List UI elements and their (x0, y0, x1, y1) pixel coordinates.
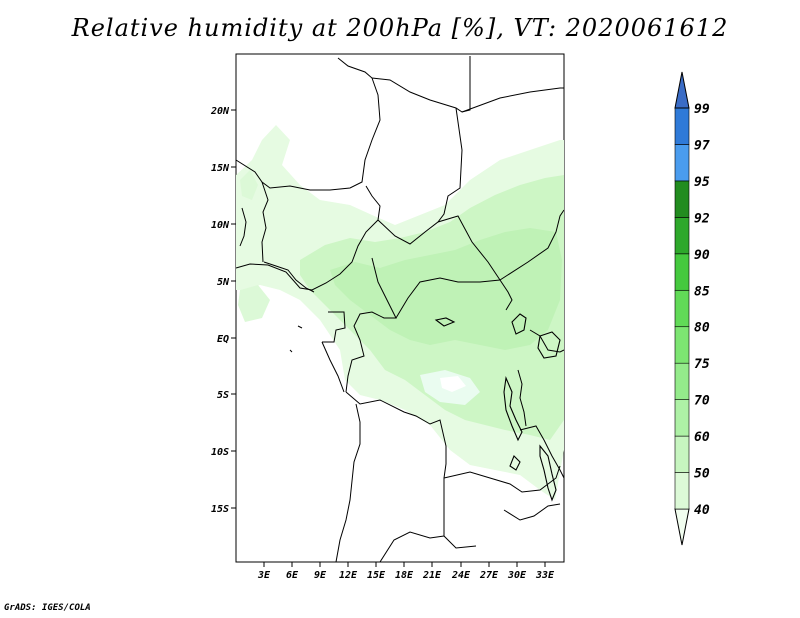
colorbar-swatch (674, 180, 690, 218)
lon-label-3e: 3E (257, 570, 271, 581)
lon-label-33e: 33E (535, 570, 555, 581)
lon-label-9e: 9E (314, 570, 327, 581)
lon-label-24e: 24E (451, 570, 471, 581)
country-borders (235, 56, 565, 563)
colorbar-label: 60 (694, 430, 710, 445)
colorbar-swatch (674, 144, 690, 182)
colorbar-label: 75 (694, 357, 710, 372)
colorbar-swatch (674, 217, 690, 255)
lat-label-20n: 20N (210, 106, 230, 117)
lat-label-5n: 5N (217, 277, 230, 288)
colorbar-swatch (674, 107, 690, 145)
colorbar-label: 70 (694, 394, 710, 409)
colorbar-swatches (674, 71, 690, 546)
lon-label-18e: 18E (395, 570, 414, 581)
colorbar: 40 50 60 70 75 80 85 90 92 95 97 99 (674, 71, 710, 546)
colorbar-label: 85 (694, 284, 710, 299)
colorbar-label: 97 (694, 138, 710, 153)
coastline (263, 261, 345, 393)
grads-credit: GrADS: IGES/COLA (4, 603, 91, 613)
lat-axis (231, 109, 236, 509)
colorbar-swatch (674, 472, 690, 510)
lon-label-15e: 15E (367, 570, 386, 581)
colorbar-label: 95 (694, 175, 710, 190)
colorbar-labels: 40 50 60 70 75 80 85 90 92 95 97 99 (694, 102, 710, 518)
chart-title: Relative humidity at 200hPa [%], VT: 202… (71, 14, 729, 42)
lakes (434, 313, 561, 502)
colorbar-swatch (674, 326, 690, 364)
colorbar-min-triangle (674, 508, 690, 546)
lat-label-15s: 15S (211, 504, 229, 515)
lat-label-15n: 15N (211, 163, 230, 174)
lat-label-10s: 10S (211, 447, 229, 458)
colorbar-swatch (674, 253, 690, 291)
lon-label-12e: 12E (339, 570, 358, 581)
lon-label-27e: 27E (479, 570, 499, 581)
lon-label-6e: 6E (286, 570, 299, 581)
lon-axis (263, 562, 546, 567)
colorbar-label: 90 (694, 248, 710, 263)
lat-label-10n: 10N (211, 220, 230, 231)
colorbar-label: 99 (694, 102, 710, 117)
colorbar-label: 40 (694, 503, 710, 518)
colorbar-label: 50 (694, 467, 710, 482)
lat-label-5s: 5S (217, 390, 229, 401)
lon-label-30e: 30E (507, 570, 527, 581)
colorbar-swatch (674, 289, 690, 328)
lon-label-21e: 21E (422, 570, 442, 581)
colorbar-swatch (674, 399, 690, 437)
humidity-shading (236, 125, 564, 500)
colorbar-swatch (674, 362, 690, 400)
colorbar-label: 80 (694, 321, 710, 336)
colorbar-max-triangle (674, 71, 690, 109)
lon-tick-labels: 3E 6E 9E 12E 15E 18E 21E 24E 27E 30E 33E (257, 570, 555, 581)
lat-label-eq: EQ (217, 334, 229, 345)
colorbar-swatch (674, 435, 690, 473)
lat-tick-labels: 20N 15N 10N 5N EQ 5S 10S 15S (210, 106, 230, 515)
colorbar-label: 92 (694, 211, 710, 226)
